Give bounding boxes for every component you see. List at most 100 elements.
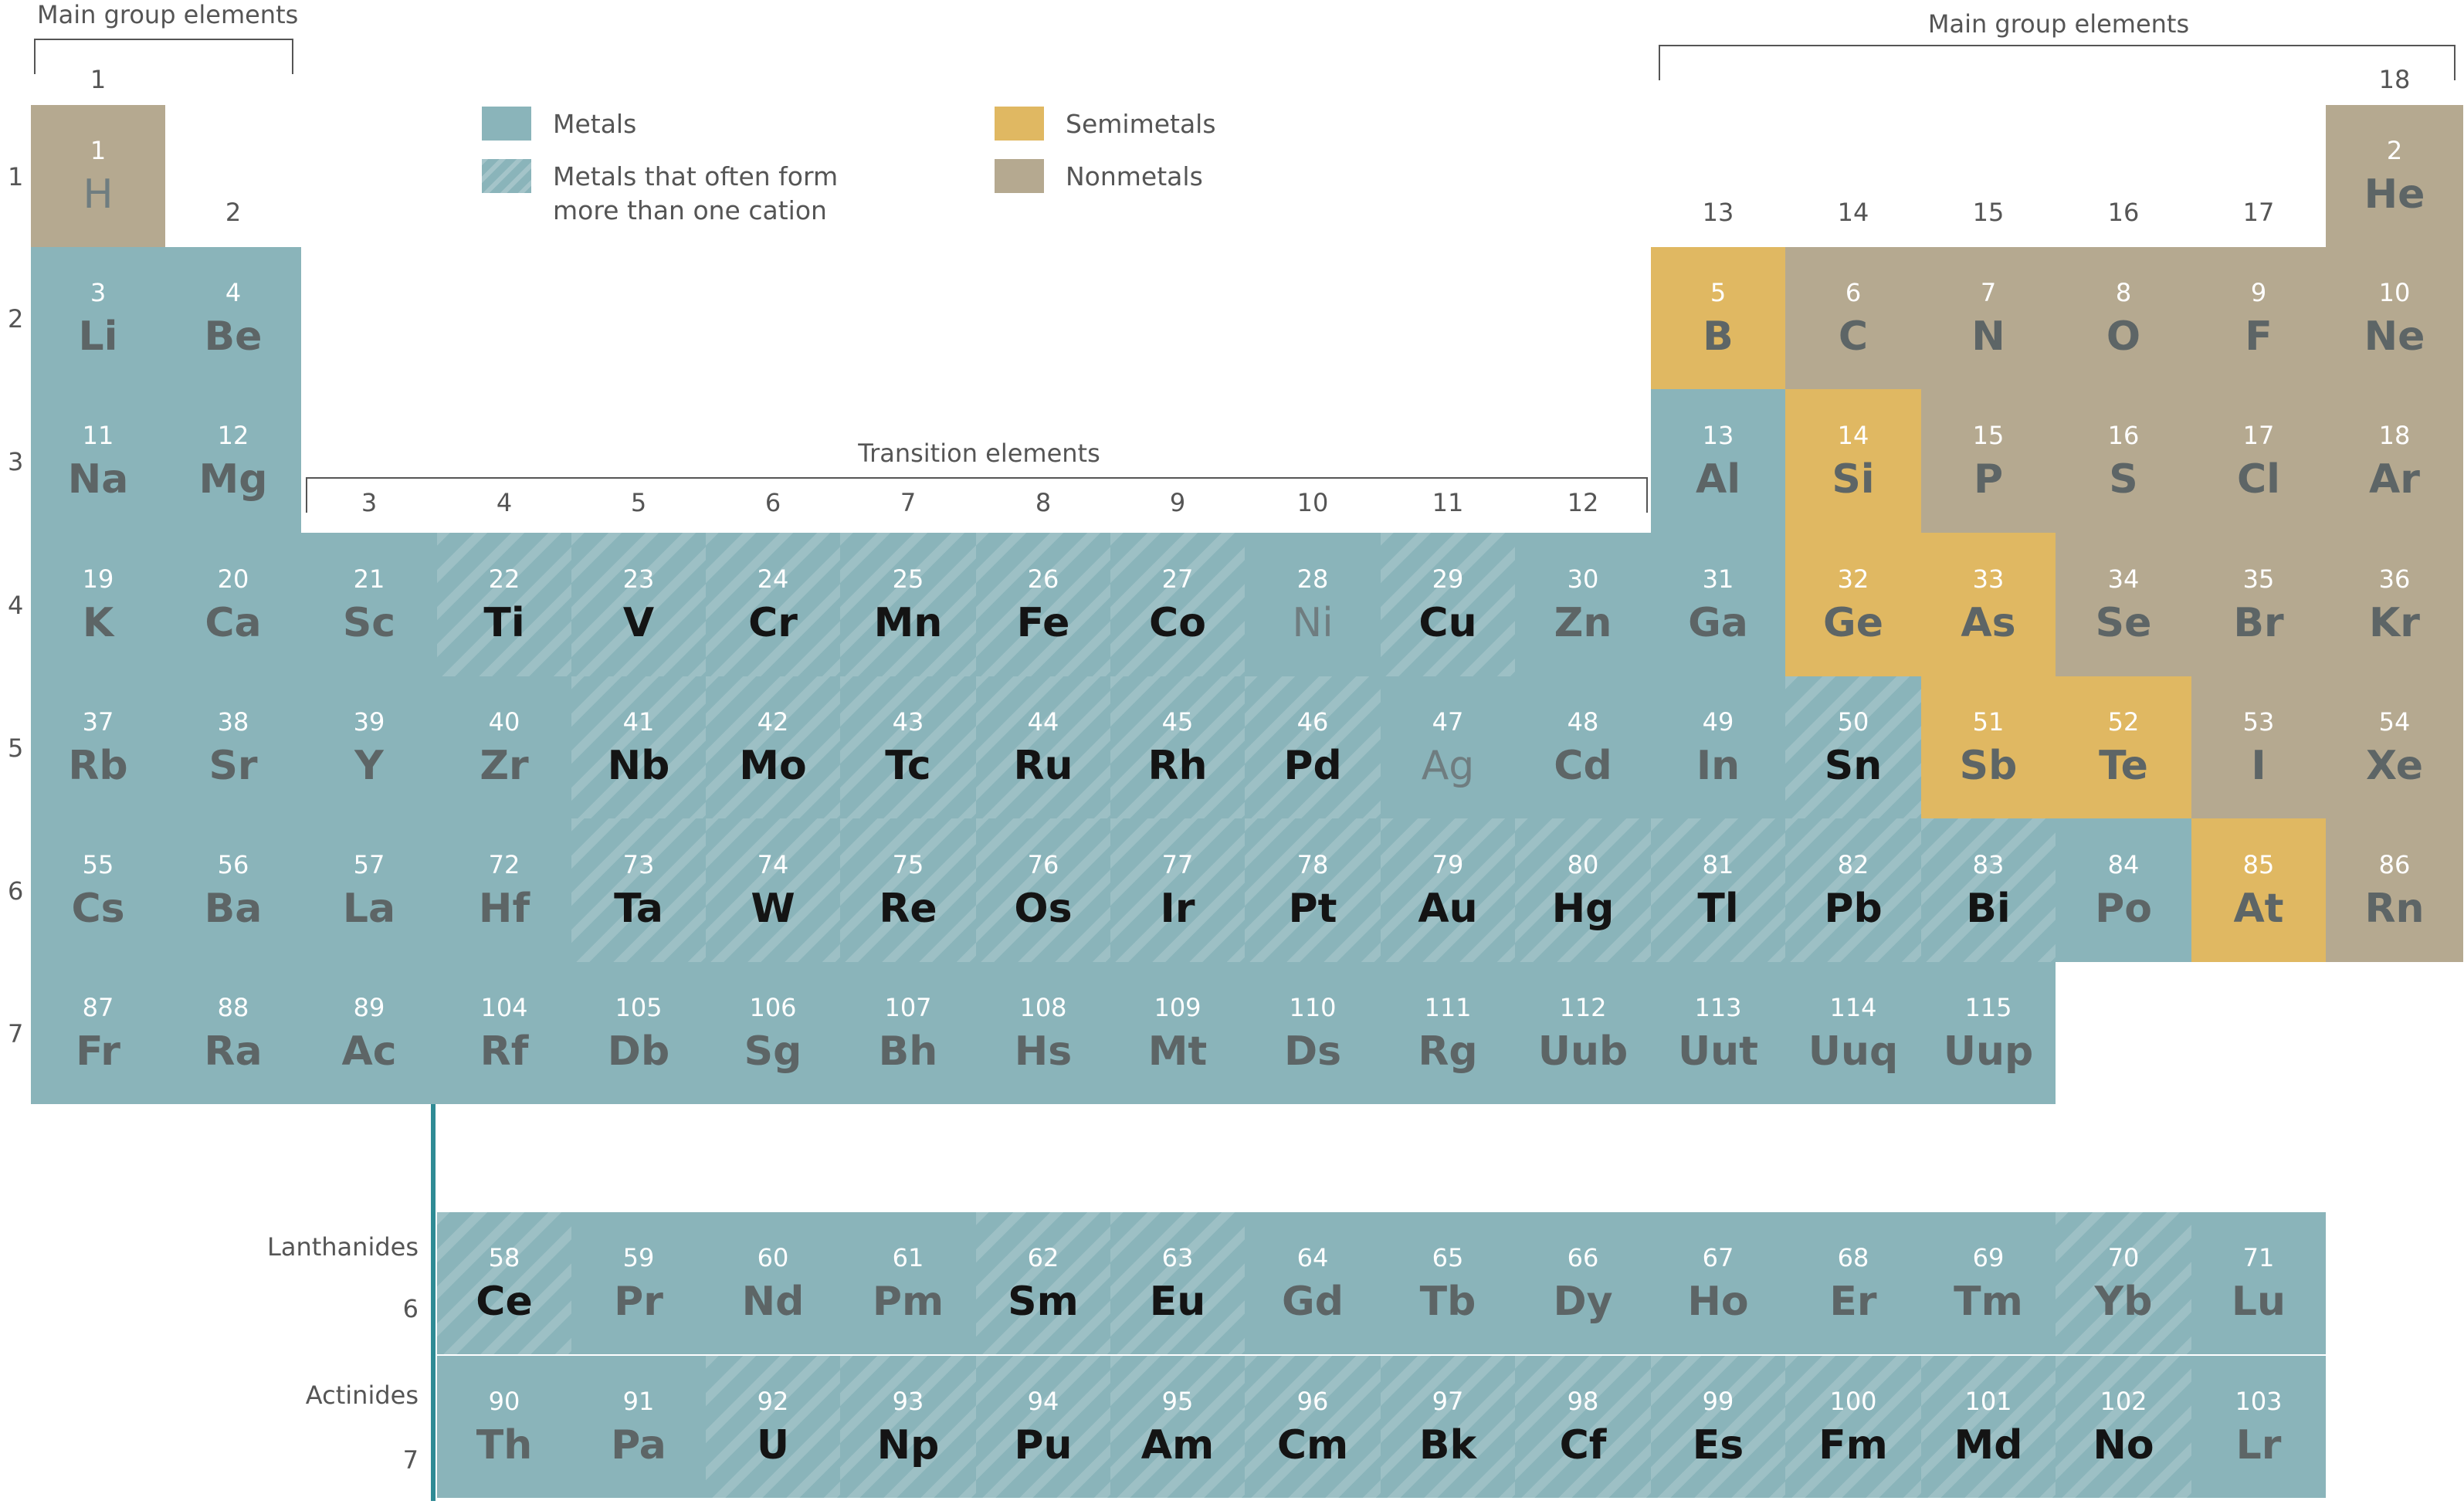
element-Ir: 77 Ir [1110,818,1245,962]
element-Mo: 42 Mo [706,676,840,818]
element-symbol: Ac [341,1028,397,1076]
atomic-number: 22 [488,564,520,594]
element-Ru: 44 Ru [976,676,1110,818]
element-symbol: Tl [1697,886,1739,933]
atomic-number: 112 [1559,993,1607,1023]
atomic-number: 35 [2242,564,2275,594]
legend-semimetals-swatch [995,107,1044,141]
element-Nd: 60 Nd [706,1212,840,1354]
element-Cs: 55 Cs [31,818,165,962]
element-Cu: 29 Cu [1381,533,1515,676]
element-Ga: 31 Ga [1651,533,1785,676]
element-Dy: 66 Dy [1515,1212,1651,1354]
element-symbol: Hs [1014,1028,1073,1076]
element-Th: 90 Th [437,1356,571,1498]
atomic-number: 88 [217,993,249,1023]
element-symbol: Yb [2094,1279,2153,1326]
element-Hg: 80 Hg [1515,818,1651,962]
atomic-number: 9 [2250,278,2267,308]
legend-metals-swatch [482,107,531,141]
element-symbol: Ta [614,886,663,933]
atomic-number: 87 [82,993,114,1023]
atomic-number: 103 [2235,1387,2283,1417]
element-symbol: Rb [68,743,128,790]
atomic-number: 26 [1027,564,1059,594]
element-Al: 13 Al [1651,389,1785,533]
lanthanides-period-label: 6 [402,1294,419,1323]
group-label-9: 9 [1169,488,1186,517]
element-symbol: Ra [204,1028,263,1076]
element-Zn: 30 Zn [1515,533,1651,676]
element-symbol: Lr [2235,1422,2282,1469]
main-group-left-label: Main group elements [37,0,299,29]
element-Tc: 43 Tc [840,676,976,818]
element-symbol: Sb [1959,743,2018,790]
element-symbol: Uup [1943,1028,2034,1076]
element-symbol: O [2106,313,2141,361]
atomic-number: 62 [1027,1243,1059,1273]
atomic-number: 106 [749,993,797,1023]
element-symbol: Pb [1824,886,1883,933]
atomic-number: 11 [82,420,114,450]
atomic-number: 65 [1432,1243,1464,1273]
element-Uuq: 114 Uuq [1785,962,1921,1104]
element-symbol: Co [1149,600,1206,647]
element-As: 33 As [1921,533,2056,676]
actinides-label: Actinides [305,1381,419,1410]
element-symbol: Lu [2231,1279,2286,1326]
group-label-10: 10 [1296,488,1329,517]
element-symbol: Eu [1149,1279,1206,1326]
element-Hf: 72 Hf [437,818,571,962]
element-Rh: 45 Rh [1110,676,1245,818]
atomic-number: 110 [1289,993,1337,1023]
atomic-number: 1 [90,136,107,166]
atomic-number: 60 [757,1243,789,1273]
atomic-number: 10 [2378,278,2411,308]
atomic-number: 61 [892,1243,924,1273]
element-symbol: Mo [739,743,807,790]
element-symbol: Ru [1013,743,1073,790]
group-label-14: 14 [1837,198,1869,227]
element-Se: 34 Se [2056,533,2191,676]
atomic-number: 57 [353,849,385,879]
atomic-number: 43 [892,707,924,737]
element-symbol: Ba [204,886,263,933]
element-Cf: 98 Cf [1515,1356,1651,1498]
element-Pa: 91 Pa [571,1356,706,1498]
legend-nonmetals-swatch [995,159,1044,193]
element-Ra: 88 Ra [165,962,301,1104]
element-symbol: S [2109,456,2138,503]
f-block-connector-line [431,822,436,1501]
element-symbol: Rf [480,1028,529,1076]
group-label-15: 15 [1972,198,2005,227]
atomic-number: 75 [892,849,924,879]
element-Md: 101 Md [1921,1356,2056,1498]
group-label-13: 13 [1702,198,1734,227]
element-symbol: Ce [476,1279,533,1326]
atomic-number: 13 [1702,420,1734,450]
atomic-number: 104 [480,993,528,1023]
element-Tl: 81 Tl [1651,818,1785,962]
element-Rb: 37 Rb [31,676,165,818]
atomic-number: 50 [1837,707,1869,737]
element-Ni: 28 Ni [1245,533,1381,676]
atomic-number: 98 [1567,1387,1599,1417]
element-Cd: 48 Cd [1515,676,1651,818]
legend-nonmetals-label: Nonmetals [1066,161,1203,191]
element-symbol: Sm [1008,1279,1079,1326]
element-Au: 79 Au [1381,818,1515,962]
transition-elements-bracket [306,477,1648,513]
atomic-number: 48 [1567,707,1599,737]
atomic-number: 29 [1432,564,1464,594]
element-Zr: 40 Zr [437,676,571,818]
element-symbol: Ge [1823,600,1883,647]
element-Am: 95 Am [1110,1356,1245,1498]
period-label-2: 2 [8,304,24,334]
element-Li: 3 Li [31,247,165,389]
element-symbol: Dy [1553,1279,1613,1326]
atomic-number: 63 [1161,1243,1194,1273]
atomic-number: 99 [1702,1387,1734,1417]
element-V: 23 V [571,533,706,676]
